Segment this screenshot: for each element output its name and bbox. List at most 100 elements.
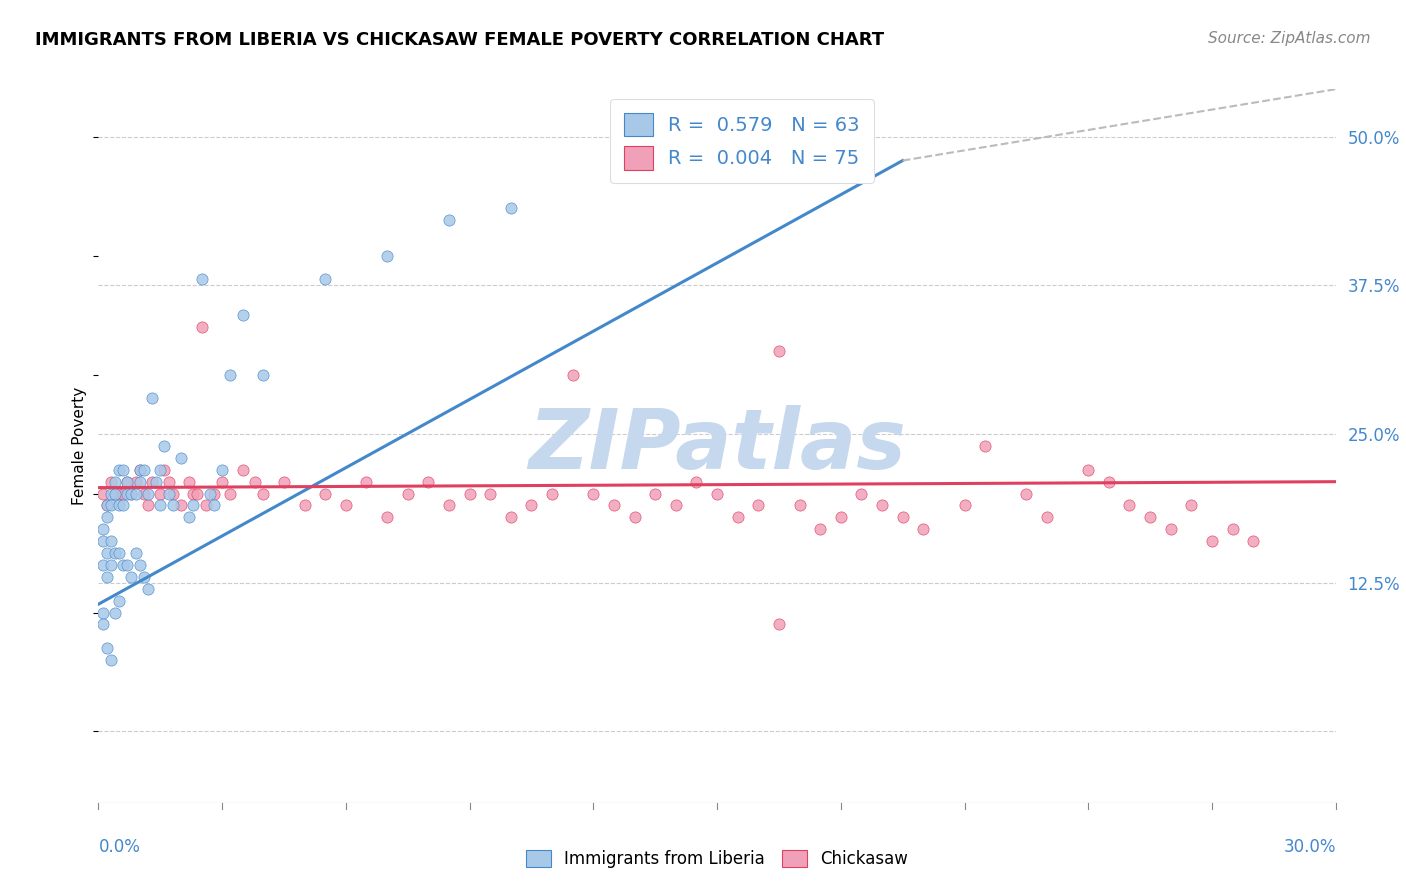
Point <box>1180 499 1202 513</box>
Point <box>789 499 811 513</box>
Point <box>149 463 172 477</box>
Point <box>1077 463 1099 477</box>
Point <box>623 153 645 168</box>
Point <box>953 499 976 513</box>
Point <box>96 546 118 560</box>
Point <box>219 486 242 500</box>
Point <box>100 499 122 513</box>
Point <box>104 486 127 500</box>
Point <box>120 570 142 584</box>
Point <box>91 534 114 549</box>
Point <box>157 475 180 489</box>
Point <box>132 570 155 584</box>
Point <box>273 475 295 489</box>
Point <box>561 368 583 382</box>
Point <box>124 546 146 560</box>
Point <box>128 463 150 477</box>
Text: IMMIGRANTS FROM LIBERIA VS CHICKASAW FEMALE POVERTY CORRELATION CHART: IMMIGRANTS FROM LIBERIA VS CHICKASAW FEM… <box>35 31 884 49</box>
Point <box>727 510 749 524</box>
Point <box>100 486 122 500</box>
Point <box>120 486 142 500</box>
Point <box>91 522 114 536</box>
Point <box>912 522 935 536</box>
Y-axis label: Female Poverty: Female Poverty <box>72 387 87 505</box>
Point <box>243 475 266 489</box>
Point <box>685 475 707 489</box>
Point <box>136 499 159 513</box>
Point <box>128 475 150 489</box>
Point <box>108 499 131 513</box>
Point <box>117 486 139 500</box>
Point <box>356 475 378 489</box>
Point <box>294 499 316 513</box>
Point <box>153 439 176 453</box>
Point <box>706 486 728 500</box>
Point <box>252 368 274 382</box>
Point <box>396 486 419 500</box>
Point <box>157 486 180 500</box>
Point <box>104 486 127 500</box>
Point <box>100 475 122 489</box>
Point <box>91 486 114 500</box>
Point <box>112 486 135 500</box>
Point <box>582 486 605 500</box>
Point <box>132 486 155 500</box>
Point <box>1139 510 1161 524</box>
Point <box>96 570 118 584</box>
Point <box>499 510 522 524</box>
Point <box>437 213 460 227</box>
Point <box>91 617 114 632</box>
Point <box>162 486 184 500</box>
Point <box>232 308 254 322</box>
Point <box>974 439 997 453</box>
Point <box>644 486 666 500</box>
Point <box>520 499 543 513</box>
Point <box>112 463 135 477</box>
Point <box>91 558 114 572</box>
Point <box>891 510 914 524</box>
Point <box>418 475 440 489</box>
Point <box>479 486 502 500</box>
Point <box>108 463 131 477</box>
Point <box>252 486 274 500</box>
Point <box>145 475 167 489</box>
Point <box>153 463 176 477</box>
Point <box>1222 522 1244 536</box>
Point <box>117 475 139 489</box>
Point <box>136 582 159 596</box>
Point <box>851 486 873 500</box>
Point <box>458 486 481 500</box>
Point <box>314 272 336 286</box>
Point <box>170 499 193 513</box>
Point <box>1015 486 1038 500</box>
Point <box>808 522 831 536</box>
Point <box>194 499 217 513</box>
Point <box>100 558 122 572</box>
Point <box>623 510 645 524</box>
Point <box>100 653 122 667</box>
Point <box>104 546 127 560</box>
Point <box>181 499 204 513</box>
Point <box>202 486 225 500</box>
Point <box>179 510 201 524</box>
Point <box>747 499 769 513</box>
Point <box>198 486 221 500</box>
Point <box>104 606 127 620</box>
Point <box>96 499 118 513</box>
Text: 0.0%: 0.0% <box>98 838 141 856</box>
Point <box>335 499 357 513</box>
Point <box>499 201 522 215</box>
Text: ZIPatlas: ZIPatlas <box>529 406 905 486</box>
Text: 30.0%: 30.0% <box>1284 838 1336 856</box>
Text: Source: ZipAtlas.com: Source: ZipAtlas.com <box>1208 31 1371 46</box>
Point <box>149 499 172 513</box>
Point <box>603 499 626 513</box>
Point <box>108 593 131 607</box>
Point <box>870 499 893 513</box>
Point <box>100 534 122 549</box>
Point <box>104 475 127 489</box>
Point <box>830 510 852 524</box>
Point <box>768 617 790 632</box>
Point <box>747 129 769 144</box>
Point <box>211 475 233 489</box>
